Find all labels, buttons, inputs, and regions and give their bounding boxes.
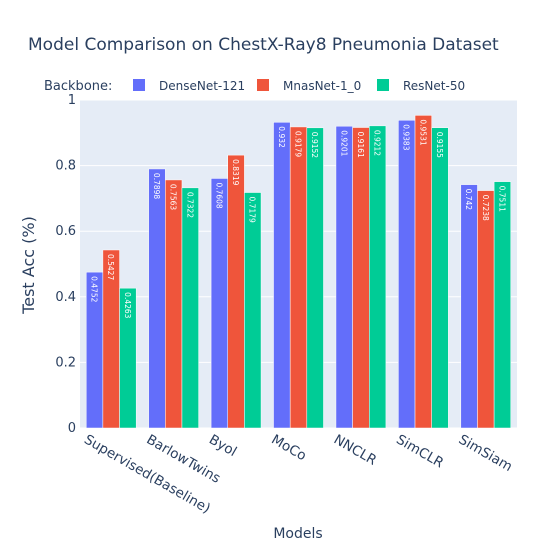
bar-data-label: 0.9383 <box>402 124 411 150</box>
legend-swatch <box>257 79 269 91</box>
bar <box>431 127 449 429</box>
bar <box>414 115 432 429</box>
legend-swatch <box>133 79 145 91</box>
bar <box>306 127 324 429</box>
bar <box>227 154 245 429</box>
x-axis-label: Models <box>273 526 322 542</box>
x-tick-label: SimSiam <box>456 432 515 475</box>
y-tick-label: 1 <box>68 93 76 108</box>
y-tick-label: 0.6 <box>55 224 76 239</box>
bar <box>165 179 183 429</box>
bar-data-label: 0.7511 <box>497 186 506 212</box>
bar-data-label: 0.7238 <box>481 195 490 221</box>
bar <box>148 168 166 429</box>
legend-entry: MnasNet-1_0 <box>283 79 361 93</box>
bar <box>369 125 387 429</box>
bar <box>335 125 353 429</box>
bar-data-label: 0.7608 <box>214 182 223 208</box>
bar-data-label: 0.7179 <box>248 197 257 223</box>
bar-data-label: 0.4263 <box>123 292 132 318</box>
bar <box>119 287 137 429</box>
y-axis-ticks: 0 0.2 0.4 0.6 0.8 1 <box>55 93 76 436</box>
bar <box>244 192 262 429</box>
legend-title: Backbone: <box>44 79 112 94</box>
x-tick-label: Byol <box>206 432 239 460</box>
bar <box>181 187 199 429</box>
bar-data-label: 0.9201 <box>339 130 348 156</box>
legend: DenseNet-121 MnasNet-1_0 ResNet-50 <box>133 79 465 93</box>
bar-data-label: 0.9531 <box>418 119 427 145</box>
legend-entry: ResNet-50 <box>403 79 465 93</box>
bar-data-label: 0.5427 <box>106 254 115 280</box>
bar-data-label: 0.9212 <box>373 130 382 156</box>
x-tick-label: SimCLR <box>393 432 446 472</box>
y-tick-label: 0.4 <box>55 290 76 305</box>
y-axis-label: Test Acc (%) <box>19 216 38 315</box>
bar-data-label: 0.8319 <box>231 159 240 185</box>
bar-data-label: 0.9155 <box>435 132 444 158</box>
bars: 0.4752 0.5427 0.4263 0.7898 0.7563 0.7322 0.76… <box>85 115 512 429</box>
bar <box>352 127 370 429</box>
bar-data-label: 0.7322 <box>185 192 194 218</box>
y-tick-label: 0.8 <box>55 159 76 174</box>
bar <box>477 190 495 429</box>
bar <box>493 181 512 429</box>
bar-data-label: 0.7898 <box>152 173 161 199</box>
bar-data-label: 0.932 <box>277 126 286 148</box>
bar <box>398 119 416 429</box>
x-tick-label: MoCo <box>269 432 310 465</box>
bar-data-label: 0.9179 <box>294 131 303 157</box>
legend-swatch <box>377 79 389 91</box>
bar-data-label: 0.7563 <box>169 184 178 210</box>
bar <box>210 178 228 429</box>
bar-data-label: 0.9152 <box>310 132 319 158</box>
y-tick-label: 0 <box>68 421 76 436</box>
bar <box>460 184 478 429</box>
x-tick-label: NNCLR <box>331 432 379 469</box>
bar-data-label: 0.4752 <box>90 276 99 302</box>
bar-data-label: 0.9161 <box>356 132 365 158</box>
legend-entry: DenseNet-121 <box>159 79 245 93</box>
chart-title: Model Comparison on ChestX-Ray8 Pneumoni… <box>28 35 499 55</box>
bar-data-label: 0.742 <box>464 189 473 211</box>
bar <box>273 122 291 429</box>
bar <box>289 126 308 429</box>
y-tick-label: 0.2 <box>55 355 76 370</box>
